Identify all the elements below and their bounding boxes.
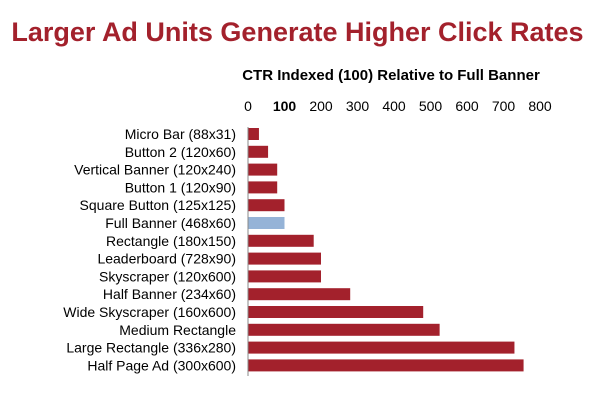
category-label: Vertical Banner (120x240) [74, 162, 236, 178]
bar [248, 181, 278, 194]
bar [248, 306, 424, 318]
category-label: Rectangle (180x150) [106, 233, 236, 249]
x-tick-label: 600 [455, 98, 479, 114]
category-label: Wide Skyscraper (160x600) [63, 304, 236, 320]
bar [248, 288, 351, 301]
category-label: Large Rectangle (336x280) [66, 340, 236, 356]
x-tick-label: 100 [273, 98, 297, 114]
bar [248, 199, 285, 212]
category-label: Micro Bar (88x31) [125, 126, 236, 142]
category-label: Medium Rectangle [119, 322, 236, 338]
category-label: Button 1 (120x90) [125, 179, 236, 195]
category-label: Half Banner (234x60) [103, 286, 236, 302]
bar [248, 234, 314, 247]
bar [248, 359, 524, 372]
chart-title: Larger Ad Units Generate Higher Click Ra… [11, 17, 584, 47]
x-tick-label: 300 [346, 98, 370, 114]
bar [248, 323, 440, 336]
bar [248, 270, 321, 283]
category-labels: Micro Bar (88x31) Button 2 (120x60) Vertic… [63, 126, 236, 373]
category-label: Button 2 (120x60) [125, 144, 236, 160]
bar [248, 252, 321, 265]
category-label: Square Button (125x125) [80, 197, 236, 213]
x-tick-label: 400 [382, 98, 406, 114]
x-tick-label: 0 [244, 98, 252, 114]
x-tick-label: 200 [309, 98, 333, 114]
bar [248, 128, 259, 140]
bar [248, 163, 278, 176]
x-tick-label: 800 [528, 98, 552, 114]
bar [248, 145, 269, 158]
x-axis-title: CTR Indexed (100) Relative to Full Banne… [242, 67, 540, 84]
x-tick-label: 700 [492, 98, 516, 114]
x-tick-label: 500 [419, 98, 443, 114]
bars [248, 128, 524, 372]
bar [248, 341, 515, 354]
category-label: Half Page Ad (300x600) [87, 357, 236, 373]
x-axis-ticks: 0 100 200 300 400 500 600 700 800 [244, 98, 552, 114]
category-label: Leaderboard (728x90) [97, 251, 236, 267]
category-label: Skyscraper (120x600) [99, 268, 236, 284]
bar [248, 217, 285, 229]
category-label: Full Banner (468x60) [105, 215, 236, 231]
